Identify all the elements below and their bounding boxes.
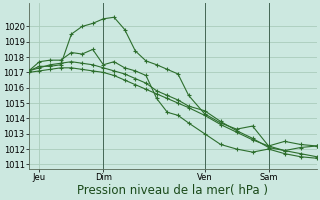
- X-axis label: Pression niveau de la mer( hPa ): Pression niveau de la mer( hPa ): [77, 184, 268, 197]
